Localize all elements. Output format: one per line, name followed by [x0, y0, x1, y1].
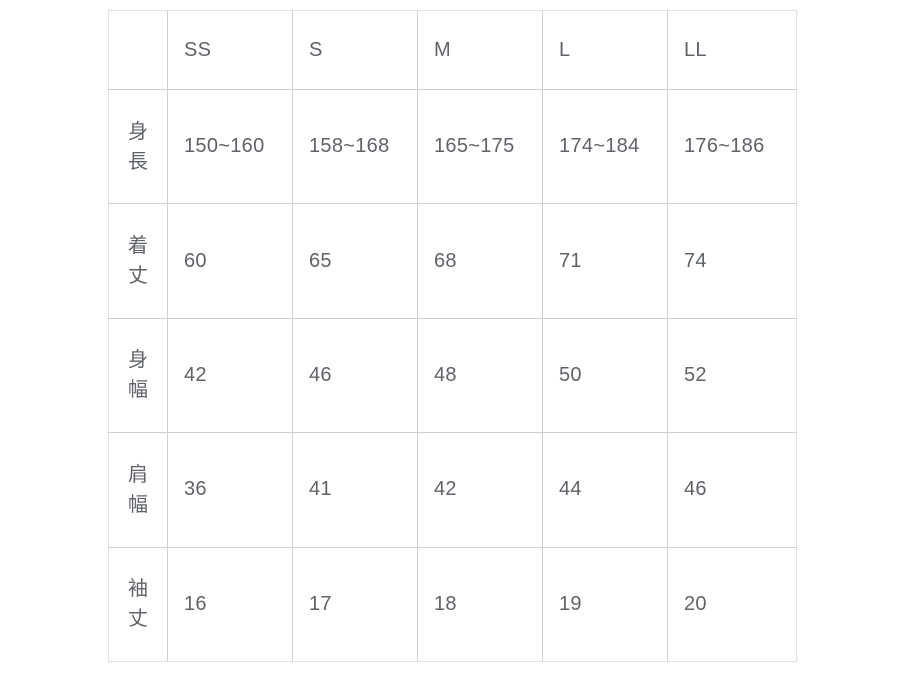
cell-height-l: 174~184: [542, 88, 668, 205]
cell-body-length-m: 68: [417, 203, 543, 319]
table-row-sleeve-length: 袖丈 16 17 18 19 20: [108, 546, 797, 663]
cell-height-m: 165~175: [417, 88, 543, 205]
header-cell-m: M: [417, 10, 543, 90]
cell-height-ll: 176~186: [667, 88, 797, 205]
cell-shoulder-width-ss: 36: [167, 432, 293, 548]
cell-shoulder-width-s: 41: [292, 432, 418, 548]
cell-body-length-ll: 74: [667, 203, 797, 319]
cell-shoulder-width-l: 44: [542, 432, 668, 548]
cell-sleeve-length-ss: 16: [167, 546, 293, 663]
row-label-sleeve-length-text: 袖丈: [128, 578, 149, 631]
cell-height-s: 158~168: [292, 88, 418, 205]
cell-body-length-l: 71: [542, 203, 668, 319]
header-cell-l: L: [542, 10, 668, 90]
row-label-body-width: 身幅: [108, 317, 168, 434]
header-cell-ss: SS: [167, 10, 293, 90]
row-label-body-length: 着丈: [108, 203, 168, 319]
row-label-body-width-text: 身幅: [128, 349, 149, 402]
row-label-body-length-text: 着丈: [128, 235, 149, 288]
row-label-sleeve-length: 袖丈: [108, 546, 168, 663]
cell-sleeve-length-ll: 20: [667, 546, 797, 663]
cell-body-width-m: 48: [417, 317, 543, 434]
cell-height-ss: 150~160: [167, 88, 293, 205]
table-row-shoulder-width: 肩幅 36 41 42 44 46: [108, 432, 797, 548]
cell-body-width-ll: 52: [667, 317, 797, 434]
header-cell-blank: [108, 10, 168, 90]
cell-shoulder-width-m: 42: [417, 432, 543, 548]
cell-sleeve-length-l: 19: [542, 546, 668, 663]
cell-body-length-ss: 60: [167, 203, 293, 319]
table-row-height: 身長 150~160 158~168 165~175 174~184 176~1…: [108, 88, 797, 205]
header-cell-ll: LL: [667, 10, 797, 90]
table-row-body-length: 着丈 60 65 68 71 74: [108, 203, 797, 319]
cell-sleeve-length-s: 17: [292, 546, 418, 663]
cell-body-width-l: 50: [542, 317, 668, 434]
row-label-shoulder-width-text: 肩幅: [128, 463, 149, 516]
cell-body-width-ss: 42: [167, 317, 293, 434]
cell-shoulder-width-ll: 46: [667, 432, 797, 548]
cell-body-width-s: 46: [292, 317, 418, 434]
table-row-body-width: 身幅 42 46 48 50 52: [108, 317, 797, 434]
row-label-shoulder-width: 肩幅: [108, 432, 168, 548]
cell-sleeve-length-m: 18: [417, 546, 543, 663]
cell-body-length-s: 65: [292, 203, 418, 319]
row-label-height-text: 身長: [128, 120, 149, 173]
row-label-height: 身長: [108, 88, 168, 205]
size-chart-table: SS S M L LL 身長 150~160 158~168 165~175 1…: [108, 10, 797, 663]
header-row: SS S M L LL: [108, 10, 797, 90]
header-cell-s: S: [292, 10, 418, 90]
